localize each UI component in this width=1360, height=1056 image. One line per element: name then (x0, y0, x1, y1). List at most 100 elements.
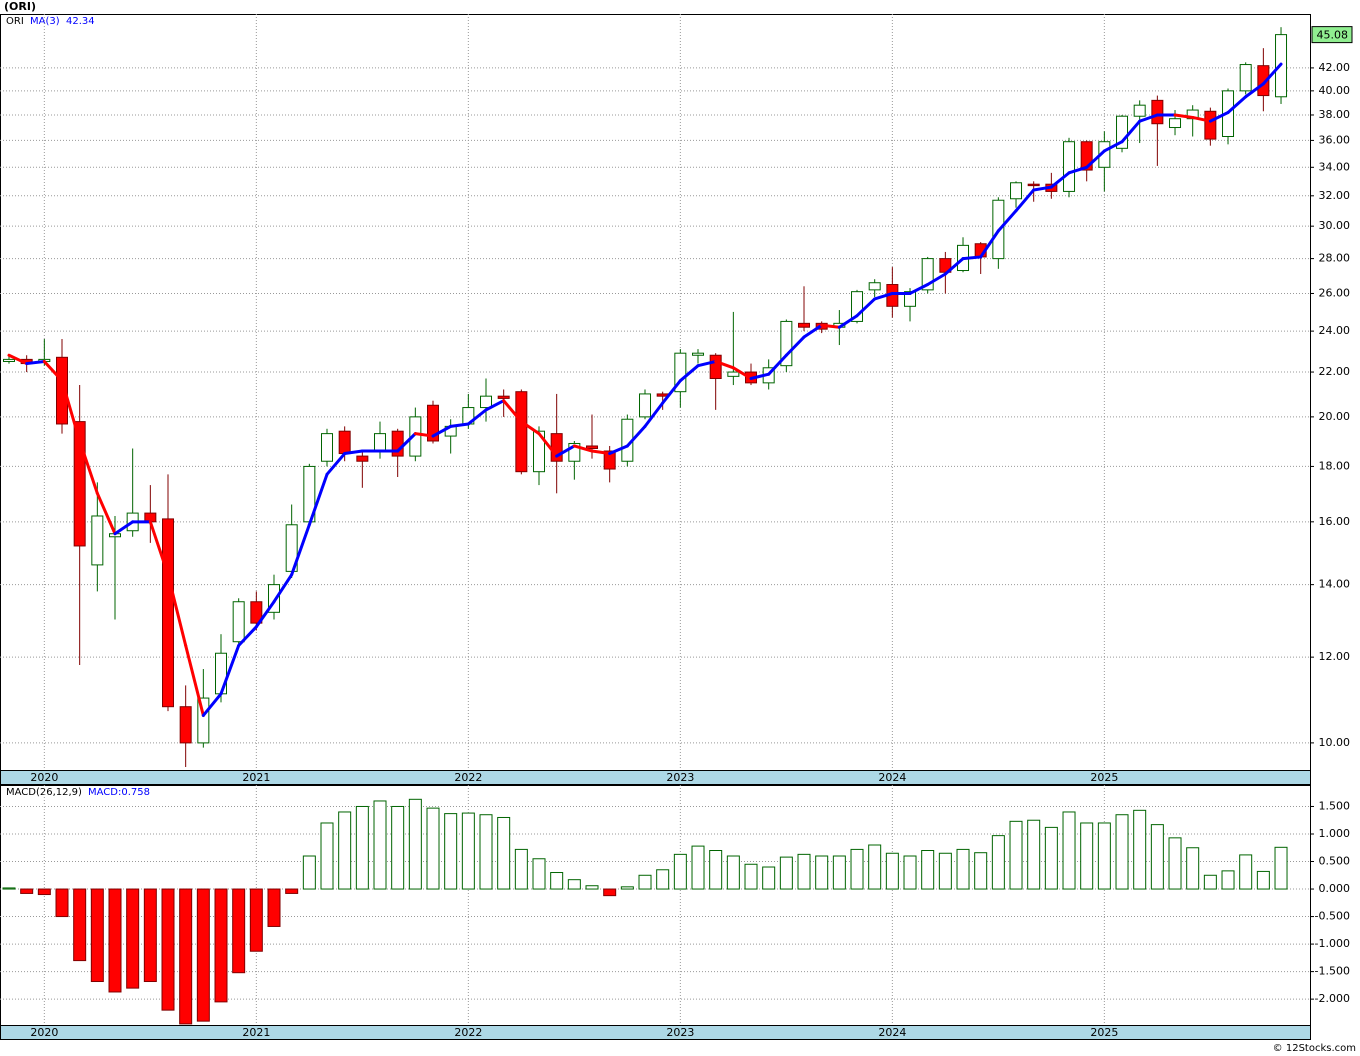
candle-body (91, 515, 104, 566)
ma-segment (1226, 95, 1248, 115)
macd-bar (408, 798, 422, 890)
macd-bar (391, 805, 405, 890)
ma-segment (466, 408, 488, 426)
macd-bar (797, 853, 811, 890)
macd-bar (1186, 847, 1200, 890)
ma-legend: MA(3) (30, 16, 60, 27)
candle-body (639, 393, 652, 418)
macd-bar (744, 863, 758, 890)
candle-body (73, 421, 86, 547)
ma-segment (731, 366, 753, 381)
ma-segment (7, 353, 29, 366)
macd-value: MACD:0.758 (88, 787, 150, 798)
candle-body (692, 352, 705, 356)
ma-segment (1173, 113, 1195, 119)
macd-bar (1080, 822, 1094, 890)
x-tick-label: 2025 (1090, 1026, 1118, 1039)
candle-body (497, 395, 510, 399)
ma-segment (60, 379, 82, 443)
macd-bar (108, 888, 122, 993)
y-tick-label: 30.00 (1319, 219, 1351, 232)
ma-segment (272, 573, 294, 604)
last-price-label: 45.08 (1317, 29, 1349, 42)
ma-segment (961, 255, 983, 261)
candle-body (215, 652, 228, 695)
candle-body (1063, 141, 1076, 192)
ma-segment (696, 359, 718, 368)
ma-segment (1244, 82, 1265, 99)
macd-bar (20, 888, 34, 894)
x-tick-label: 2023 (666, 1026, 694, 1039)
symbol-label: ORI (6, 16, 24, 27)
ma-segment (42, 359, 64, 383)
macd-legend: MACD(26,12,9) (6, 787, 82, 798)
macd-bar (903, 855, 917, 890)
macd-bar (1274, 846, 1288, 890)
candle-body (321, 433, 334, 462)
candle-body (921, 258, 934, 291)
macd-bar (1009, 820, 1023, 890)
candle-body (356, 455, 369, 462)
ma-segment (1067, 165, 1089, 175)
macd-bar (426, 807, 440, 890)
x-tick-label: 2020 (30, 771, 58, 784)
candle-body (197, 697, 210, 744)
ma-segment (625, 424, 647, 448)
macd-bar (603, 888, 617, 897)
y-tick-label: 22.00 (1319, 365, 1351, 378)
ma-segment (519, 420, 541, 436)
ma-segment (837, 314, 859, 329)
ma-segment (661, 379, 682, 405)
candle-body (480, 395, 493, 409)
ma-segment (25, 359, 46, 366)
macd-bar (885, 852, 899, 890)
x-tick-label: 2022 (454, 1026, 482, 1039)
ma-segment (290, 523, 311, 577)
last-price-box (1311, 26, 1353, 44)
candle-body (674, 352, 687, 393)
macd-bar (1256, 870, 1270, 890)
macd-bar (497, 816, 511, 890)
macd-bar (1133, 809, 1147, 890)
macd-bar (73, 888, 87, 962)
candle-body (1010, 182, 1023, 200)
macd-bar (1062, 811, 1076, 890)
macd-bar (355, 805, 369, 890)
candle-body (868, 282, 881, 291)
macd-bar (1115, 814, 1129, 890)
ma-segment (1191, 115, 1212, 123)
ma-segment (749, 372, 771, 381)
macd-bar (1221, 870, 1235, 890)
x-tick-label: 2020 (30, 1026, 58, 1039)
macd-bar (567, 879, 581, 890)
macd-bar (673, 853, 687, 890)
ma-segment (572, 444, 594, 453)
ma-segment (643, 401, 665, 428)
ma-segment (343, 449, 364, 456)
candle-body (427, 404, 440, 442)
y-tick-label: 0.500 (1319, 855, 1351, 868)
ma-segment (678, 364, 700, 383)
candle-body (727, 371, 740, 377)
ma-segment (113, 520, 135, 536)
ma-segment (802, 323, 824, 339)
x-axis-band (0, 1025, 1311, 1040)
macd-bar (1097, 822, 1111, 890)
candle-body (268, 584, 281, 613)
y-tick-label: 14.00 (1319, 578, 1351, 591)
macd-bar (1027, 819, 1041, 890)
y-tick-label: 12.00 (1319, 650, 1351, 663)
ma-segment (166, 573, 188, 648)
ma-segment (1120, 119, 1142, 144)
macd-bar (2, 887, 16, 890)
candle-body (1116, 115, 1129, 149)
candle-body (603, 450, 616, 470)
ma-segment (396, 432, 417, 453)
macd-bar (709, 850, 723, 890)
candle-body (798, 322, 811, 328)
ma-segment (307, 472, 329, 527)
ma-segment (184, 644, 205, 717)
ma-segment (926, 272, 947, 287)
candle-body (515, 391, 528, 473)
macd-bar (196, 888, 210, 1022)
